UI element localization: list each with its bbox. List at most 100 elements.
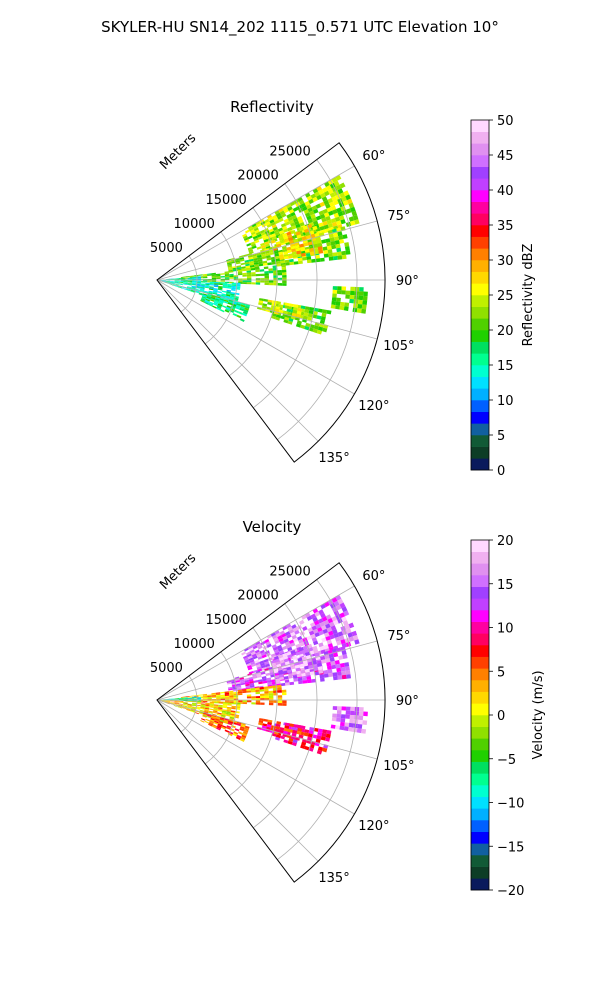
velocity-colorbar-swatch bbox=[471, 691, 489, 704]
reflectivity-echo-region bbox=[330, 286, 368, 314]
reflectivity-echo-region bbox=[270, 300, 332, 335]
velocity-colorbar-swatch bbox=[471, 551, 489, 564]
reflectivity-colorbar-swatch bbox=[471, 260, 489, 272]
velocity-colorbar-swatch bbox=[471, 633, 489, 646]
velocity-colorbar-tick-label: −20 bbox=[497, 884, 524, 899]
reflectivity-grid bbox=[156, 159, 385, 442]
figure-title: SKYLER-HU SN14_202 1115_0.571 UTC Elevat… bbox=[101, 18, 499, 37]
velocity-azimuth-spoke bbox=[156, 699, 378, 760]
reflectivity-panel: Reflectivity 60° 75° 90° 105° 120° 135° 5000 10… bbox=[150, 98, 536, 479]
velocity-range-ring bbox=[204, 651, 238, 765]
reflectivity-colorbar-swatch bbox=[471, 271, 489, 284]
reflectivity-range-ring bbox=[253, 183, 318, 409]
velocity-colorbar-swatch bbox=[471, 575, 489, 587]
velocity-colorbar-tick-label: 20 bbox=[497, 534, 514, 549]
reflectivity-azimuth-spoke bbox=[156, 279, 355, 395]
reflectivity-colorbar-swatch bbox=[471, 423, 489, 436]
velocity-range-tick-label: 5000 bbox=[150, 661, 183, 676]
reflectivity-range-ring bbox=[180, 255, 198, 313]
reflectivity-colorbar-swatch bbox=[471, 446, 489, 459]
reflectivity-range-ring bbox=[277, 159, 358, 441]
reflectivity-colorbar-swatch bbox=[471, 248, 489, 261]
reflectivity-colorbar-swatch bbox=[471, 318, 489, 331]
velocity-range-ring bbox=[180, 675, 198, 733]
velocity-colorbar-swatch bbox=[471, 726, 489, 739]
velocity-colorbar-label: Velocity (m/s) bbox=[531, 670, 546, 759]
velocity-colorbar-swatch bbox=[471, 586, 489, 599]
reflectivity-colorbar-swatch bbox=[471, 330, 489, 342]
velocity-colorbar-tick-label: −5 bbox=[497, 753, 516, 768]
velocity-colorbar-swatch bbox=[471, 843, 489, 856]
reflectivity-colorbar-tick-label: 5 bbox=[497, 429, 505, 444]
velocity-colorbar-swatch bbox=[471, 808, 489, 821]
velocity-range-label: Meters bbox=[157, 551, 199, 593]
reflectivity-colorbar-swatch bbox=[471, 411, 489, 424]
reflectivity-azimuth-tick-label: 105° bbox=[383, 339, 414, 354]
velocity-azimuth-tick-label: 105° bbox=[383, 759, 414, 774]
reflectivity-range-tick-label: 15000 bbox=[205, 193, 246, 208]
reflectivity-colorbar-tick-label: 20 bbox=[497, 324, 514, 339]
velocity-azimuth-tick-label: 75° bbox=[387, 629, 410, 644]
velocity-colorbar-swatch bbox=[471, 878, 489, 891]
velocity-colorbar-swatch bbox=[471, 563, 489, 576]
reflectivity-azimuth-tick-label: 90° bbox=[396, 274, 419, 289]
velocity-colorbar-swatch bbox=[471, 738, 489, 751]
velocity-colorbar-swatch bbox=[471, 866, 489, 879]
reflectivity-colorbar-swatch bbox=[471, 225, 489, 237]
reflectivity-echo-region bbox=[157, 280, 241, 307]
velocity-range-tick-label: 20000 bbox=[237, 589, 278, 604]
reflectivity-colorbar-tick-label: 10 bbox=[497, 394, 514, 409]
reflectivity-colorbar-swatch bbox=[471, 458, 489, 471]
reflectivity-colorbar-swatch bbox=[471, 365, 489, 377]
velocity-panel: Velocity 60° 75° 90° 105° 120° 135° 5000 10000 1… bbox=[150, 518, 546, 899]
velocity-azimuth-spoke bbox=[156, 699, 319, 862]
velocity-colorbar-tick-label: −15 bbox=[497, 840, 524, 855]
velocity-colorbar-tick-label: 0 bbox=[497, 709, 505, 724]
velocity-colorbar-swatch bbox=[471, 855, 489, 867]
reflectivity-colorbar-swatch bbox=[471, 131, 489, 144]
reflectivity-azimuth-tick-label: 75° bbox=[387, 209, 410, 224]
reflectivity-azimuth-spoke bbox=[156, 279, 319, 442]
velocity-colorbar-swatch bbox=[471, 773, 489, 786]
velocity-azimuth-tick-label: 90° bbox=[396, 694, 419, 709]
reflectivity-colorbar-tick-label: 35 bbox=[497, 219, 514, 234]
reflectivity-azimuth-spoke bbox=[156, 279, 378, 340]
velocity-colorbar-swatch bbox=[471, 820, 489, 832]
reflectivity-echo-region bbox=[200, 293, 251, 322]
velocity-range-ring bbox=[253, 603, 318, 829]
reflectivity-colorbar-swatch bbox=[471, 341, 489, 354]
velocity-azimuth-tick-label: 135° bbox=[318, 871, 349, 886]
velocity-axes: 60° 75° 90° 105° 120° 135° 5000 10000 15000 20000… bbox=[150, 562, 419, 886]
reflectivity-colorbar-tick-label: 15 bbox=[497, 359, 514, 374]
reflectivity-colorbar-swatch bbox=[471, 120, 489, 132]
reflectivity-range-label: Meters bbox=[157, 131, 199, 173]
reflectivity-axes: 60° 75° 90° 105° 120° 135° 5000 10000 15000 20000… bbox=[150, 142, 419, 466]
reflectivity-colorbar-tick-label: 50 bbox=[497, 114, 514, 129]
reflectivity-range-ring bbox=[204, 231, 238, 345]
velocity-colorbar-swatch bbox=[471, 761, 489, 774]
velocity-range-tick-label: 15000 bbox=[205, 613, 246, 628]
velocity-range-tick-label: 25000 bbox=[269, 565, 310, 580]
velocity-azimuth-tick-label: 120° bbox=[358, 819, 389, 834]
velocity-colorbar-swatch bbox=[471, 680, 489, 692]
velocity-colorbar-swatch bbox=[471, 668, 489, 681]
reflectivity-range-tick-label: 20000 bbox=[237, 169, 278, 184]
reflectivity-colorbar-tick-label: 40 bbox=[497, 184, 514, 199]
reflectivity-echo-region bbox=[180, 264, 287, 286]
reflectivity-range-ring bbox=[228, 207, 278, 377]
velocity-range-tick-label: 10000 bbox=[174, 637, 215, 652]
velocity-colorbar-swatch bbox=[471, 540, 489, 552]
reflectivity-colorbar-swatch bbox=[471, 283, 489, 296]
reflectivity-sector-frame bbox=[156, 142, 386, 463]
reflectivity-colorbar-swatch bbox=[471, 178, 489, 191]
reflectivity-title: Reflectivity bbox=[230, 98, 314, 116]
velocity-colorbar-swatch bbox=[471, 785, 489, 797]
velocity-range-ring bbox=[277, 579, 358, 861]
reflectivity-colorbar-label: Reflectivity dBZ bbox=[521, 244, 536, 347]
reflectivity-azimuth-spoke bbox=[156, 165, 355, 281]
velocity-colorbar-swatch bbox=[471, 610, 489, 622]
velocity-echo-region bbox=[200, 712, 250, 742]
velocity-azimuth-spoke bbox=[156, 699, 355, 815]
velocity-colorbar-tick-label: 15 bbox=[497, 578, 514, 593]
